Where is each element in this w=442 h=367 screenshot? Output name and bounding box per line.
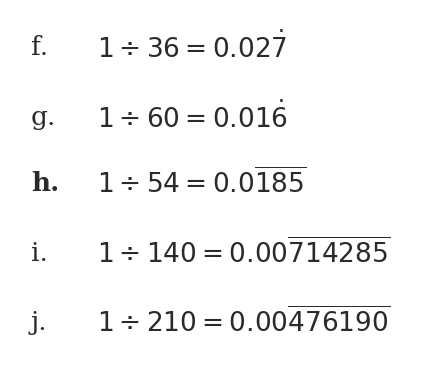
Text: i.: i. [31,241,48,266]
Text: $1 \div 60 = 0.01\dot{6}$: $1 \div 60 = 0.01\dot{6}$ [97,101,288,134]
Text: h.: h. [31,171,59,196]
Text: $1 \div 210 = 0.00\overline{476190}$: $1 \div 210 = 0.00\overline{476190}$ [97,308,391,338]
Text: $1 \div 36 = 0.02\dot{7}$: $1 \div 36 = 0.02\dot{7}$ [97,32,288,64]
Text: j.: j. [31,310,48,335]
Text: g.: g. [31,105,56,130]
Text: $1 \div 140 = 0.00\overline{714285}$: $1 \div 140 = 0.00\overline{714285}$ [97,238,391,269]
Text: $1 \div 54 = 0.0\overline{185}$: $1 \div 54 = 0.0\overline{185}$ [97,168,307,199]
Text: f.: f. [31,35,48,60]
